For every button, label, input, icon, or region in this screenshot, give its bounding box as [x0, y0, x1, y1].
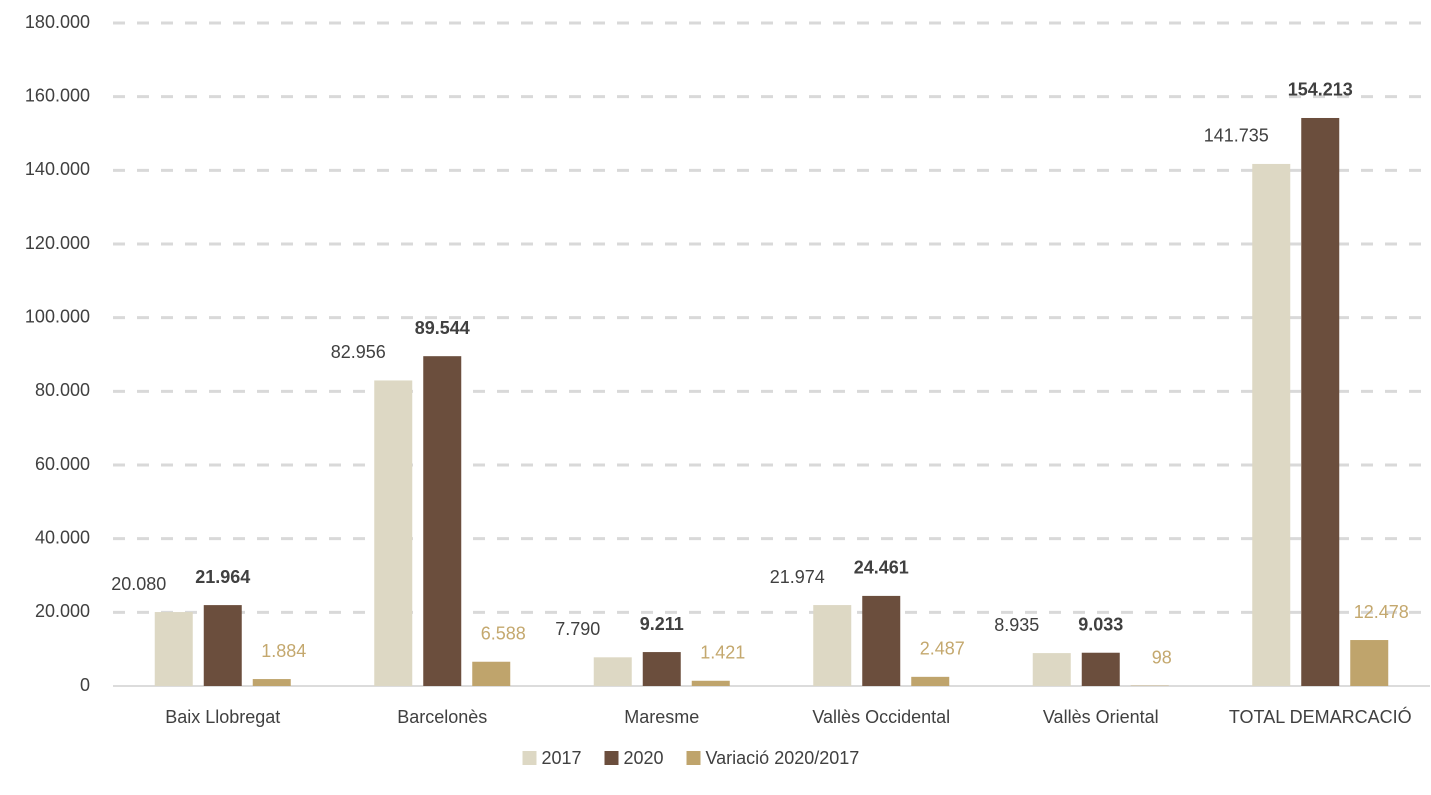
bar [252, 679, 291, 686]
value-label: 7.790 [555, 619, 600, 639]
value-label: 21.974 [770, 567, 825, 587]
y-tick-label: 140.000 [25, 159, 90, 179]
value-label: 8.935 [994, 615, 1039, 635]
bar [472, 661, 511, 686]
y-tick-label: 100.000 [25, 306, 90, 326]
x-tick-label: Barcelonès [397, 707, 487, 727]
y-tick-label: 60.000 [35, 454, 90, 474]
value-label: 6.588 [481, 623, 526, 643]
legend-label: 2017 [542, 748, 582, 768]
legend-swatch [686, 751, 701, 765]
value-label: 9.211 [640, 614, 684, 634]
bar [593, 657, 632, 686]
x-tick-label: Vallès Occidental [812, 707, 950, 727]
y-tick-label: 20.000 [35, 601, 90, 621]
x-tick-label: Maresme [624, 707, 699, 727]
value-label: 21.964 [195, 567, 250, 587]
x-tick-label: Baix Llobregat [165, 707, 280, 727]
legend-swatch [604, 751, 619, 765]
bar [1081, 652, 1120, 686]
bar [154, 612, 193, 686]
bar [1032, 653, 1071, 686]
y-tick-label: 160.000 [25, 85, 90, 105]
bar [1350, 640, 1389, 686]
bar [423, 356, 462, 686]
y-tick-label: 180.000 [25, 12, 90, 32]
legend-swatch [522, 751, 537, 765]
x-tick-label: Vallès Oriental [1043, 707, 1159, 727]
bar [203, 605, 242, 686]
value-label: 141.735 [1204, 126, 1269, 146]
value-label: 154.213 [1288, 80, 1353, 100]
value-label: 89.544 [415, 318, 470, 338]
y-tick-label: 0 [80, 675, 90, 695]
bar [813, 605, 852, 686]
bar [691, 680, 730, 686]
value-label: 82.956 [331, 342, 386, 362]
value-label: 24.461 [854, 558, 909, 578]
value-label: 12.478 [1354, 602, 1409, 622]
value-label: 1.421 [700, 643, 745, 663]
y-tick-label: 80.000 [35, 380, 90, 400]
value-label: 98 [1152, 647, 1172, 667]
value-label: 9.033 [1078, 614, 1123, 634]
bar [374, 380, 413, 686]
bar [1252, 163, 1291, 686]
value-label: 1.884 [261, 641, 306, 661]
bar [1301, 117, 1340, 686]
bar [642, 652, 681, 686]
value-label: 2.487 [920, 639, 965, 659]
legend-label: Variació 2020/2017 [706, 748, 860, 768]
y-tick-label: 120.000 [25, 233, 90, 253]
legend-label: 2020 [624, 748, 664, 768]
y-tick-label: 40.000 [35, 527, 90, 547]
x-tick-label: TOTAL DEMARCACIÓ [1229, 706, 1412, 727]
bar [862, 595, 901, 686]
bar [911, 676, 950, 686]
value-label: 20.080 [111, 574, 166, 594]
